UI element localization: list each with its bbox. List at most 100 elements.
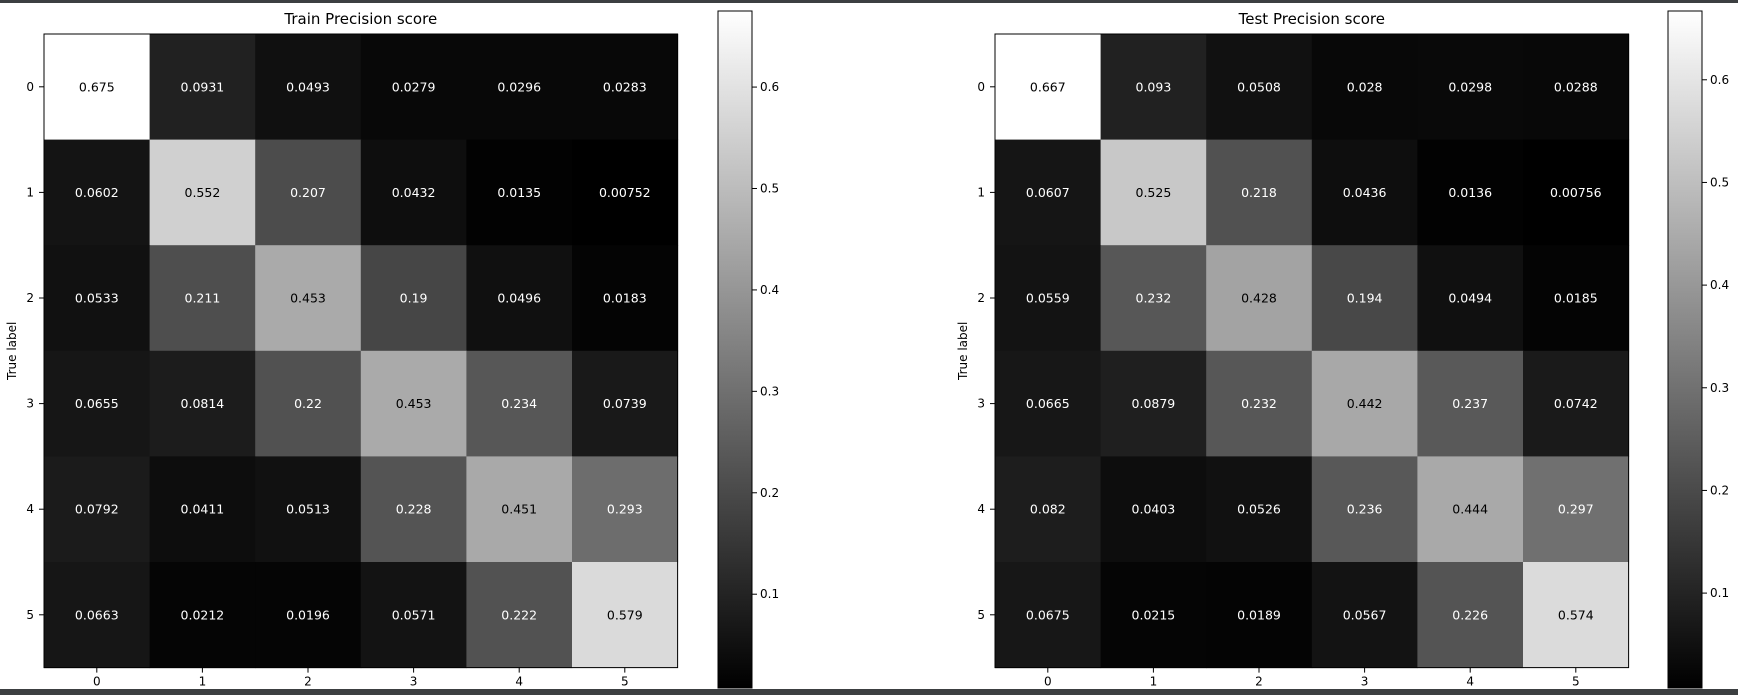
colorbar-tick-label: 0.2 [760, 486, 779, 500]
cell-value-label: 0.579 [607, 607, 643, 622]
heatmap-panel-0: Train Precision score 0.675 0.0931 0.0493 0.… [5, 10, 779, 689]
colorbar-tick-label: 0.4 [1710, 278, 1729, 292]
y-tick-label: 5 [26, 608, 34, 622]
x-tick-label: 5 [1572, 675, 1580, 689]
heatmap-cell [572, 350, 679, 457]
cell-value-label: 0.0436 [1343, 185, 1387, 200]
heatmap-cell [572, 34, 679, 141]
cell-value-label: 0.0663 [75, 607, 119, 622]
cell-value-label: 0.453 [396, 396, 432, 411]
heatmap-cell [360, 139, 467, 246]
heatmap-cell [1311, 562, 1418, 669]
y-tick-label: 2 [26, 291, 34, 305]
heatmap-cell [1100, 350, 1207, 457]
chart-title: Train Precision score [283, 10, 437, 28]
cell-value-label: 0.0559 [1026, 291, 1070, 306]
heatmap-cell [1417, 562, 1524, 669]
heatmap-cell [255, 34, 362, 141]
cell-value-label: 0.0655 [75, 396, 119, 411]
heatmap-cell [572, 245, 679, 352]
heatmap-cell [1206, 350, 1313, 457]
x-tick-label: 1 [199, 675, 207, 689]
heatmap-cell [44, 350, 151, 457]
heatmap-cell [1311, 350, 1418, 457]
heatmap-cell [44, 139, 151, 246]
cell-value-label: 0.22 [294, 396, 322, 411]
cell-value-label: 0.0792 [75, 502, 119, 517]
plot-frame [994, 33, 1630, 669]
cell-value-label: 0.232 [1136, 291, 1172, 306]
cell-value-label: 0.453 [290, 291, 326, 306]
cell-value-label: 0.0403 [1132, 502, 1176, 517]
heatmap-cell [44, 562, 151, 669]
cell-value-label: 0.0675 [1026, 607, 1070, 622]
heatmap-cell [466, 456, 573, 563]
cell-value-label: 0.428 [1241, 291, 1277, 306]
cell-value-label: 0.237 [1452, 396, 1488, 411]
y-tick-label: 4 [977, 502, 985, 516]
y-tick-label: 5 [977, 608, 985, 622]
cell-value-label: 0.0571 [392, 607, 436, 622]
cell-value-label: 0.0879 [1132, 396, 1176, 411]
heatmap-cell [1100, 456, 1207, 563]
x-tick-label: 1 [1150, 675, 1158, 689]
heatmap-cell [255, 245, 362, 352]
heatmap-cell [466, 139, 573, 246]
heatmap-cell [1100, 562, 1207, 669]
heatmap-cell [995, 245, 1102, 352]
heatmap-cell [255, 562, 362, 669]
cell-value-label: 0.0493 [286, 79, 330, 94]
y-tick-label: 3 [977, 397, 985, 411]
heatmap-cell [1311, 456, 1418, 563]
heatmap-cell [466, 562, 573, 669]
cell-value-label: 0.451 [501, 502, 537, 517]
cell-value-label: 0.218 [1241, 185, 1277, 200]
heatmap-cell [1311, 34, 1418, 141]
colorbar-tick-label: 0.4 [760, 283, 779, 297]
colorbar-tick-label: 0.5 [760, 181, 779, 195]
y-axis-label: True label [956, 322, 970, 381]
x-tick-label: 4 [1466, 675, 1474, 689]
heatmap-cell [572, 456, 679, 563]
colorbar-tick-label: 0.1 [760, 587, 779, 601]
heatmap-cell [149, 245, 256, 352]
cell-value-label: 0.297 [1558, 502, 1594, 517]
heatmap-cell [1417, 456, 1524, 563]
heatmap-cell [995, 350, 1102, 457]
cell-value-label: 0.222 [501, 607, 537, 622]
heatmap-cell [255, 456, 362, 563]
colorbar-tick-label: 0.2 [1710, 483, 1729, 497]
y-tick-label: 3 [26, 397, 34, 411]
heatmap-cell [44, 456, 151, 563]
cell-value-label: 0.093 [1136, 79, 1172, 94]
cell-value-label: 0.574 [1558, 607, 1594, 622]
cell-value-label: 0.00756 [1550, 185, 1602, 200]
heatmap-cell [1523, 245, 1630, 352]
heatmap-cell [1417, 34, 1524, 141]
heatmap-cell [466, 34, 573, 141]
cell-value-label: 0.0283 [603, 79, 647, 94]
cell-value-label: 0.0298 [1448, 79, 1492, 94]
heatmap-cell [1100, 139, 1207, 246]
cell-value-label: 0.675 [79, 79, 115, 94]
heatmap-cell [1206, 34, 1313, 141]
heatmap-cell [1523, 456, 1630, 563]
heatmap-cell [572, 562, 679, 669]
heatmap-cell [466, 245, 573, 352]
y-tick-label: 0 [977, 80, 985, 94]
cell-value-label: 0.0212 [181, 607, 225, 622]
cell-value-label: 0.207 [290, 185, 326, 200]
cell-value-label: 0.19 [400, 291, 428, 306]
colorbar [717, 10, 753, 689]
heatmap-cell [1100, 245, 1207, 352]
heatmap-cell [1417, 245, 1524, 352]
heatmap-cell [360, 245, 467, 352]
cell-value-label: 0.0432 [392, 185, 436, 200]
cell-value-label: 0.228 [396, 502, 432, 517]
cell-value-label: 0.232 [1241, 396, 1277, 411]
cell-value-label: 0.0742 [1554, 396, 1598, 411]
heatmap-cell [255, 139, 362, 246]
heatmap-cell [360, 350, 467, 457]
